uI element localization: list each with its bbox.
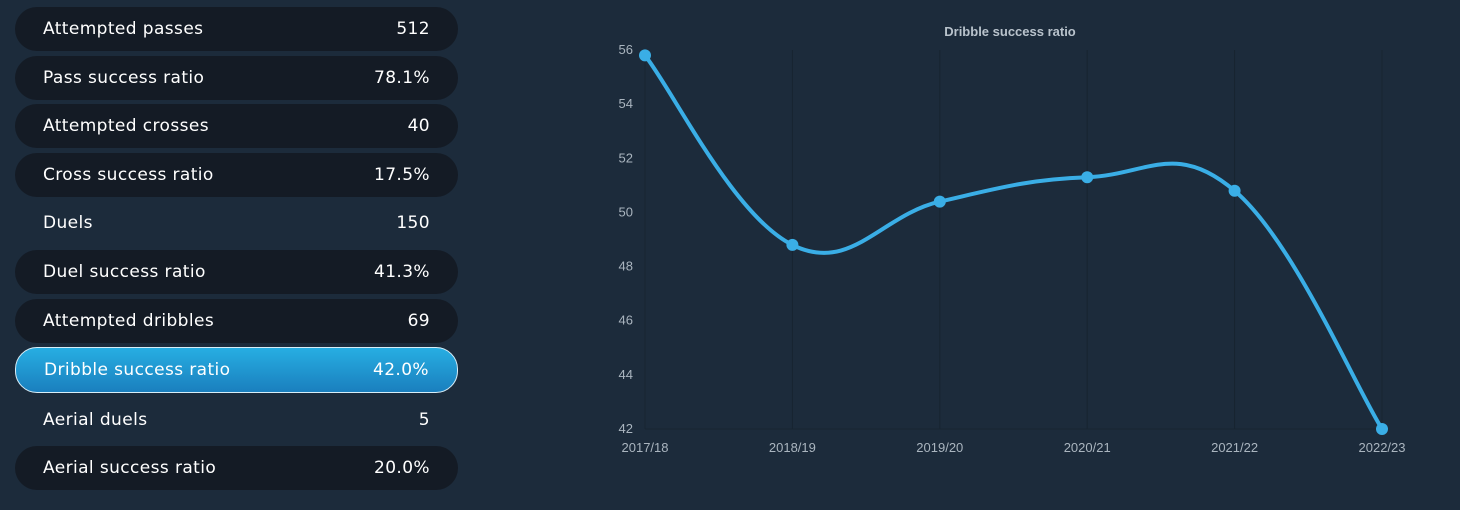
stat-label: Cross success ratio <box>43 164 214 185</box>
stat-value: 42.0% <box>372 360 429 381</box>
data-point <box>933 195 946 208</box>
stat-row[interactable]: Aerial success ratio 20.0% <box>15 446 458 491</box>
stat-value: 150 <box>396 213 430 234</box>
chart-svg: Dribble success ratio 42 44 46 48 50 52 54 56 20… <box>619 24 1406 455</box>
y-tick-label: 44 <box>619 367 633 382</box>
y-tick-label: 52 <box>619 150 633 165</box>
stat-label: Pass success ratio <box>43 67 205 88</box>
stat-label: Duels <box>43 213 93 234</box>
data-point <box>786 238 799 251</box>
stat-value: 41.3% <box>373 261 430 282</box>
stat-label: Aerial duels <box>43 409 148 430</box>
stat-row[interactable]: Cross success ratio 17.5% <box>15 152 458 197</box>
y-tick-label: 56 <box>619 42 633 57</box>
stat-row[interactable]: Aerial duels 5 <box>15 398 458 442</box>
stat-value: 5 <box>418 409 430 430</box>
stat-value: 78.1% <box>373 67 430 88</box>
stats-list: Attempted passes 512 Pass success ratio 78.… <box>15 7 458 495</box>
data-point <box>1081 171 1094 184</box>
y-tick-label: 54 <box>619 96 633 111</box>
stat-value: 40 <box>407 116 430 137</box>
stat-value: 69 <box>407 310 430 331</box>
stat-label: Attempted crosses <box>43 116 209 137</box>
stat-row[interactable]: Dribble success ratio 42.0% <box>15 347 458 394</box>
x-tick-label: 2020/21 <box>1064 440 1111 455</box>
stat-label: Aerial success ratio <box>43 458 217 479</box>
y-tick-label: 48 <box>619 259 633 274</box>
stat-row[interactable]: Attempted crosses 40 <box>15 104 458 149</box>
stat-label: Duel success ratio <box>43 261 206 282</box>
x-tick-label: 2019/20 <box>916 440 963 455</box>
x-tick-label: 2021/22 <box>1211 440 1258 455</box>
data-point <box>1228 184 1241 197</box>
stat-value: 20.0% <box>373 458 430 479</box>
stat-label: Attempted dribbles <box>43 310 215 331</box>
stat-row[interactable]: Duel success ratio 41.3% <box>15 249 458 294</box>
chart-title: Dribble success ratio <box>944 24 1076 39</box>
stat-row[interactable]: Attempted passes 512 <box>15 7 458 51</box>
stat-label: Dribble success ratio <box>44 360 231 381</box>
x-tick-label: 2018/19 <box>769 440 816 455</box>
data-point <box>639 49 651 62</box>
y-tick-label: 42 <box>619 421 633 436</box>
stat-value: 512 <box>396 19 430 39</box>
data-point <box>1376 423 1388 435</box>
x-tick-label: 2022/23 <box>1359 440 1406 455</box>
series-line <box>643 53 1384 431</box>
stat-row[interactable]: Pass success ratio 78.1% <box>15 55 458 100</box>
dribble-chart: Dribble success ratio 42 44 46 48 50 52 54 56 20… <box>600 15 1440 465</box>
stat-row[interactable]: Attempted dribbles 69 <box>15 298 458 343</box>
stat-row[interactable]: Duels 150 <box>15 201 458 245</box>
x-tick-label: 2017/18 <box>622 440 669 455</box>
stat-label: Attempted passes <box>43 19 204 39</box>
stat-value: 17.5% <box>373 164 430 185</box>
y-tick-label: 46 <box>619 313 633 328</box>
y-tick-label: 50 <box>619 204 633 219</box>
